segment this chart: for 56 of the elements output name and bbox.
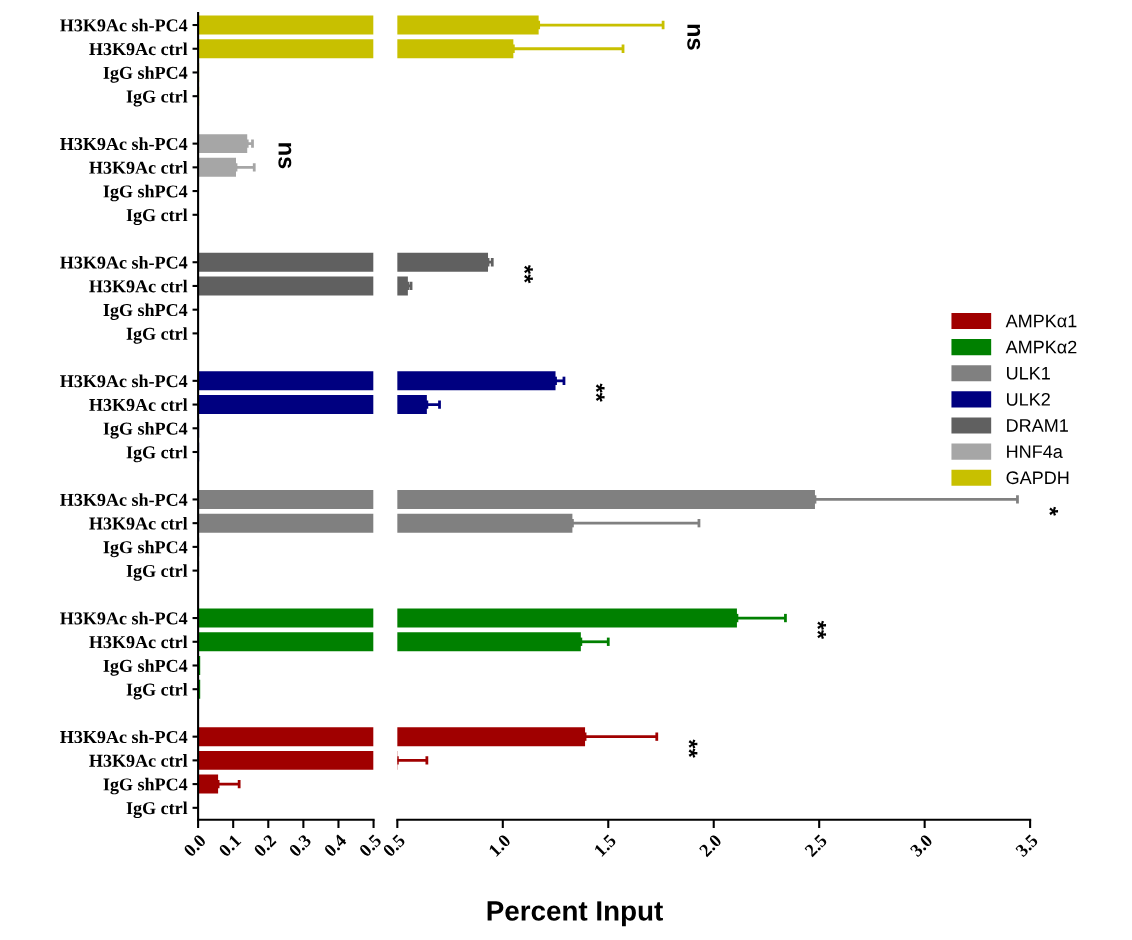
x-tick-label: 0.4 [323,833,348,858]
x-tick-label: 3.5 [1015,833,1039,858]
annotation: ns [687,24,701,50]
y-tick-label: H3K9Ac sh-PC4 [60,493,188,506]
y-tick-label: H3K9Ac ctrl [89,635,188,649]
annotation: ns [278,143,292,169]
annotation: ** [524,264,533,284]
y-tick-label: IgG shPC4 [103,659,188,676]
x-tick-label: 3.0 [909,833,934,858]
legend-label: HNF4a [1007,445,1063,458]
legend-label: GAPDH [1006,471,1069,485]
annotation: ** [817,620,827,640]
x-axis-title: Percent Input [487,901,663,927]
y-tick-label: IgG ctrl [126,564,188,581]
y-tick-label: H3K9Ac sh-PC4 [60,374,188,388]
x-tick-label: 0.5 [358,833,383,858]
y-tick-label: IgG shPC4 [103,184,188,202]
x-tick-label: 0.0 [183,833,207,858]
y-tick-label: IgG shPC4 [103,422,188,439]
y-tick-label: H3K9Ac ctrl [89,279,188,293]
y-tick-label: H3K9Ac sh-PC4 [60,137,188,151]
annotation: ** [595,383,605,402]
y-tick-label: H3K9Ac sh-PC4 [60,611,188,625]
y-tick-label: H3K9Ac sh-PC4 [60,255,188,269]
y-tick-label: H3K9Ac ctrl [89,516,188,530]
y-tick-label: IgG ctrl [126,801,188,819]
y-tick-label: IgG shPC4 [103,303,188,320]
x-tick-label: 0.2 [253,833,277,858]
x-tick-label: 0.3 [288,833,312,858]
y-tick-label: H3K9Ac sh-PC4 [60,730,188,744]
y-tick-label: H3K9Ac ctrl [89,398,188,411]
y-tick-label: IgG ctrl [126,208,188,226]
y-tick-label: H3K9Ac ctrl [89,754,188,767]
y-tick-label: IgG ctrl [126,327,188,344]
y-tick-label: IgG shPC4 [103,66,188,83]
y-tick-label: IgG ctrl [126,89,188,107]
x-tick-label: 2.0 [698,833,723,858]
x-tick-label: 0.5 [382,833,406,858]
y-tick-label: IgG shPC4 [103,540,188,558]
text: * [1049,506,1059,516]
legend-label: AMPKα2 [1005,340,1077,354]
legend-label: DRAM1 [1007,419,1068,432]
legend-label: ULK2 [1007,392,1050,406]
x-tick-label: 0.1 [218,833,242,858]
x-tick-label: 1.0 [488,833,512,857]
y-tick-label: H3K9Ac sh-PC4 [60,18,188,32]
y-tick-label: IgG shPC4 [103,777,188,795]
x-tick-label: 2.5 [804,833,828,858]
y-tick-label: IgG ctrl [126,682,188,700]
legend-label: AMPKα1 [1005,314,1077,328]
y-tick-label: H3K9Ac ctrl [89,161,188,174]
y-tick-label: H3K9Ac ctrl [89,42,188,56]
y-tick-label: IgG ctrl [126,445,188,463]
annotation: ** [688,739,698,758]
x-tick-label: 1.5 [593,833,617,857]
legend-label: ULK1 [1007,366,1050,380]
